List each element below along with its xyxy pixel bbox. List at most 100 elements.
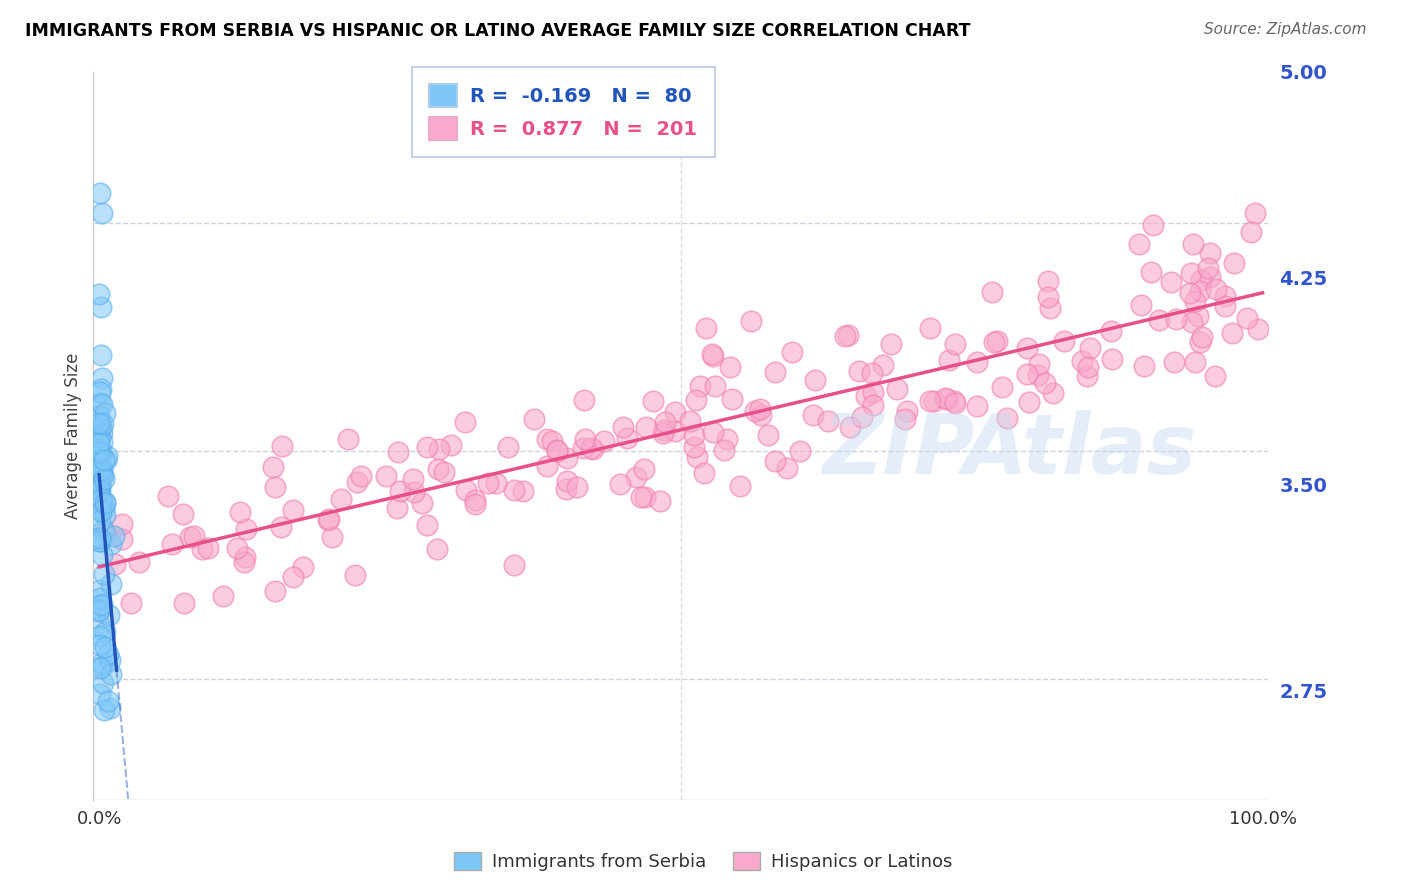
Point (89, 442, 111, 457)
Point (804, 373, 827, 387)
Point (1198, 261, 1220, 276)
Point (837, 327, 859, 342)
Point (402, 472, 425, 486)
Point (90, 468, 112, 483)
Point (763, 365, 786, 379)
Point (695, 321, 717, 335)
Point (654, 415, 676, 429)
Point (801, 408, 824, 422)
Point (89, 534, 111, 549)
Point (93, 676, 115, 690)
Point (283, 570, 305, 584)
Point (89, 604, 111, 618)
Point (1078, 341, 1101, 355)
Point (1213, 289, 1236, 303)
Point (343, 568, 366, 582)
Point (93, 625, 115, 640)
Point (839, 420, 862, 434)
Point (943, 337, 966, 351)
Point (89, 454, 111, 468)
Point (225, 541, 247, 555)
Point (1015, 341, 1038, 355)
Point (433, 465, 456, 479)
Point (291, 560, 314, 574)
Point (855, 389, 877, 403)
Point (983, 334, 1005, 349)
Point (89, 417, 111, 431)
Point (111, 516, 134, 531)
Point (555, 482, 578, 496)
Point (1026, 368, 1049, 382)
Point (1191, 330, 1213, 344)
Point (1163, 355, 1185, 369)
Point (536, 432, 558, 446)
Point (90, 418, 112, 433)
Point (90, 463, 112, 477)
Point (572, 441, 595, 455)
Point (834, 328, 856, 343)
Point (191, 541, 214, 556)
Point (1240, 225, 1263, 239)
Point (89, 582, 111, 597)
Point (896, 403, 918, 417)
Point (90, 382, 112, 396)
Point (91, 495, 114, 509)
Point (872, 358, 894, 372)
Point (427, 442, 450, 456)
Point (851, 410, 873, 425)
Point (93, 417, 115, 432)
Point (104, 557, 127, 571)
Point (197, 541, 219, 555)
Point (91, 523, 114, 537)
Text: Atlas: Atlas (963, 410, 1198, 491)
Point (111, 532, 134, 546)
Point (634, 420, 657, 434)
Point (91, 548, 114, 562)
Point (789, 444, 811, 458)
Point (96, 647, 118, 661)
Point (1076, 369, 1098, 384)
Point (89, 396, 111, 410)
Point (634, 491, 657, 505)
Point (89, 479, 111, 493)
Point (93, 525, 115, 540)
Point (411, 496, 433, 510)
Text: ZIP: ZIP (823, 410, 974, 491)
Point (90, 598, 112, 612)
Point (283, 502, 305, 516)
Point (233, 550, 256, 565)
Point (1036, 274, 1059, 288)
Point (1181, 236, 1204, 251)
Point (817, 414, 839, 428)
Point (1077, 360, 1099, 375)
Point (157, 489, 180, 503)
Point (1204, 369, 1226, 384)
Point (91, 660, 114, 674)
Point (1184, 355, 1206, 369)
Point (683, 440, 706, 454)
Point (502, 483, 524, 497)
Point (1243, 205, 1265, 219)
Point (1181, 315, 1204, 329)
Point (991, 379, 1014, 393)
Point (1223, 255, 1246, 269)
Point (1180, 266, 1202, 280)
Point (763, 454, 786, 468)
Legend: Immigrants from Serbia, Hispanics or Latinos: Immigrants from Serbia, Hispanics or Lat… (447, 845, 959, 879)
Point (1036, 290, 1059, 304)
Point (229, 505, 252, 519)
Point (91, 425, 114, 440)
Point (264, 479, 287, 493)
Point (1199, 246, 1222, 260)
Point (464, 492, 486, 507)
Point (212, 589, 235, 603)
Text: IMMIGRANTS FROM SERBIA VS HISPANIC OR LATINO AVERAGE FAMILY SIZE CORRELATION CHA: IMMIGRANTS FROM SERBIA VS HISPANIC OR LA… (25, 22, 970, 40)
Point (555, 450, 578, 465)
Point (1015, 368, 1038, 382)
Point (686, 450, 709, 464)
Point (652, 423, 675, 437)
Point (89, 514, 111, 528)
Point (91, 656, 114, 670)
Point (94, 508, 117, 523)
Point (262, 459, 284, 474)
